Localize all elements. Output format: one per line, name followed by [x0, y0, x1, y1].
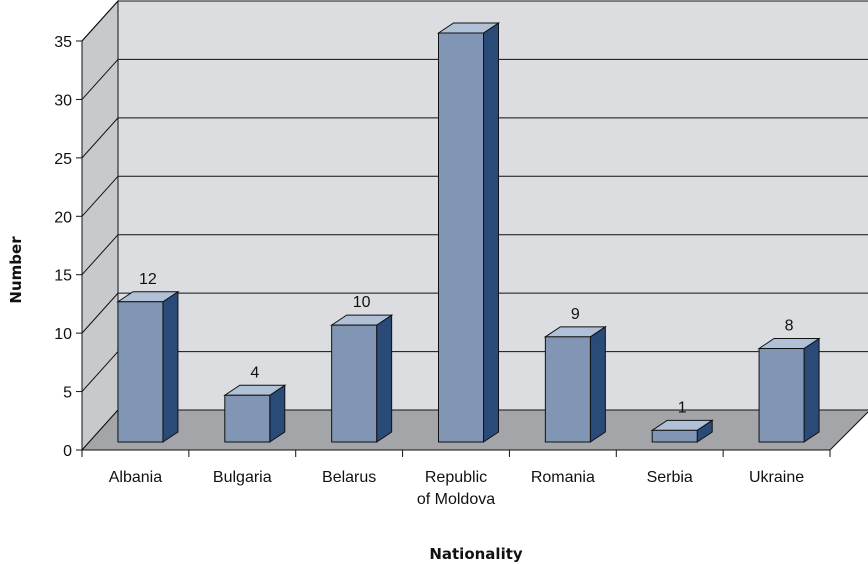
data-label: 12: [139, 271, 157, 288]
x-axis-title: Nationality: [429, 545, 523, 563]
bar-front: [224, 394, 271, 443]
labels: 0 5 10 15 20 25 30 35 12 Albania 4 Bulgaria 10 Belaru…: [54, 34, 804, 508]
bar: [757, 337, 821, 443]
x-category-label-line: Albania: [109, 469, 162, 486]
bar-front: [758, 348, 805, 443]
axes: [76, 40, 831, 457]
bar: [650, 419, 714, 443]
gridline-side: [81, 117, 119, 159]
gridline-side: [81, 175, 119, 217]
bar: [223, 384, 287, 443]
x-category-label: Ukraine: [749, 469, 804, 486]
x-category-label-line: Bulgaria: [213, 469, 272, 486]
y-tick-label: 25: [54, 151, 72, 168]
x-category-label-line: Belarus: [322, 469, 376, 486]
bar-front: [544, 336, 591, 443]
x-category-label-line: Romania: [531, 469, 595, 486]
data-label: 4: [250, 364, 259, 381]
gridline-side: [81, 234, 119, 276]
y-tick-label: 20: [54, 209, 72, 226]
x-category-label: Albania: [109, 469, 162, 486]
bar-front: [651, 429, 698, 443]
bar-front: [438, 32, 484, 443]
bar-side: [162, 290, 179, 443]
data-label: 8: [785, 318, 794, 335]
y-tick-label: 30: [54, 92, 72, 109]
bar: [436, 22, 501, 443]
data-label: 9: [571, 306, 580, 323]
data-label: 10: [353, 294, 371, 311]
bar-side: [483, 22, 499, 443]
bar-side: [803, 337, 820, 443]
bar-side: [589, 325, 606, 443]
x-category-label: Republic of Moldova: [417, 469, 495, 508]
x-category-label-line: of Moldova: [417, 491, 495, 508]
bar: [329, 314, 394, 443]
gridline-side: [81, 59, 119, 100]
x-category-label: Belarus: [322, 469, 376, 486]
x-category-label-line: Serbia: [647, 469, 693, 486]
y-tick-label: 10: [54, 326, 72, 343]
bar: [116, 290, 180, 443]
data-label: 1: [678, 399, 687, 416]
gridline-side: [81, 351, 119, 392]
bars: [116, 22, 821, 443]
x-category-label: Serbia: [647, 469, 693, 486]
y-tick-label: 15: [54, 268, 72, 285]
x-category-label: Romania: [531, 469, 595, 486]
side-wall: [81, 0, 119, 452]
x-category-label-line: Ukraine: [749, 469, 804, 486]
bar: [543, 325, 608, 443]
bar-side: [376, 314, 393, 443]
x-category-label-line: Republic: [425, 469, 487, 486]
y-tick-label: 5: [63, 385, 72, 402]
y-tick-label: 0: [63, 443, 72, 460]
bar-front: [331, 324, 378, 443]
gridline-side: [81, 292, 119, 334]
bar-front: [117, 301, 164, 443]
x-category-label: Bulgaria: [213, 469, 272, 486]
y-axis-title: Number: [7, 236, 25, 304]
y-tick-label: 35: [54, 34, 72, 51]
gridline-side: [81, 0, 119, 42]
